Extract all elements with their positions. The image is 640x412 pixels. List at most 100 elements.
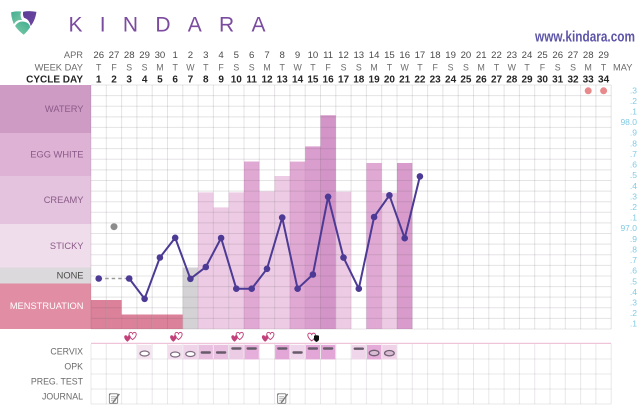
svg-text:8: 8 xyxy=(203,74,209,85)
svg-text:13: 13 xyxy=(353,50,364,61)
svg-text:T: T xyxy=(203,62,209,72)
svg-text:1: 1 xyxy=(96,74,102,85)
svg-text:12: 12 xyxy=(261,74,273,85)
svg-text:8: 8 xyxy=(280,50,285,61)
svg-text:10: 10 xyxy=(231,74,243,85)
svg-text:S: S xyxy=(249,62,255,72)
svg-text:11: 11 xyxy=(323,50,333,61)
svg-text:26: 26 xyxy=(93,50,104,61)
svg-text:1: 1 xyxy=(173,50,178,61)
svg-text:M: M xyxy=(478,62,485,72)
svg-text:22: 22 xyxy=(414,74,426,85)
svg-text:26: 26 xyxy=(476,74,488,85)
svg-text:14: 14 xyxy=(369,50,380,61)
svg-text:.7: .7 xyxy=(630,149,637,159)
svg-text:.6: .6 xyxy=(630,266,637,276)
svg-text:33: 33 xyxy=(583,74,595,85)
svg-text:32: 32 xyxy=(567,74,579,85)
svg-text:S: S xyxy=(356,62,362,72)
svg-text:20: 20 xyxy=(461,50,472,61)
svg-text:PREG. TEST: PREG. TEST xyxy=(31,377,84,387)
svg-text:CERVIX: CERVIX xyxy=(50,347,83,357)
svg-text:16: 16 xyxy=(399,50,410,61)
svg-text:2: 2 xyxy=(111,74,117,85)
svg-text:.1: .1 xyxy=(630,319,637,329)
svg-text:.9: .9 xyxy=(630,234,637,244)
svg-text:17: 17 xyxy=(338,74,350,85)
svg-text:.8: .8 xyxy=(630,138,637,148)
svg-text:.7: .7 xyxy=(630,255,637,265)
svg-text:20: 20 xyxy=(384,74,396,85)
svg-text:97.0: 97.0 xyxy=(620,223,637,233)
svg-text:.3: .3 xyxy=(630,191,637,201)
svg-text:15: 15 xyxy=(307,74,319,85)
svg-text:F: F xyxy=(540,62,546,72)
svg-text:98.0: 98.0 xyxy=(620,117,637,127)
svg-text:25: 25 xyxy=(460,74,472,85)
svg-text:28: 28 xyxy=(583,50,594,61)
svg-text:M: M xyxy=(263,62,270,72)
svg-text:JOURNAL: JOURNAL xyxy=(42,392,83,402)
svg-text:.8: .8 xyxy=(630,244,637,254)
svg-text:W: W xyxy=(401,62,410,72)
svg-text:S: S xyxy=(126,62,132,72)
svg-text:W: W xyxy=(508,62,517,72)
svg-text:F: F xyxy=(325,62,331,72)
svg-text:14: 14 xyxy=(292,74,304,85)
svg-text:28: 28 xyxy=(506,74,518,85)
svg-text:.2: .2 xyxy=(630,308,637,318)
svg-text:30: 30 xyxy=(537,74,549,85)
svg-text:18: 18 xyxy=(430,50,441,61)
svg-text:28: 28 xyxy=(124,50,135,61)
svg-text:.3: .3 xyxy=(630,85,637,95)
svg-text:T: T xyxy=(601,62,607,72)
svg-text:7: 7 xyxy=(188,74,194,85)
svg-text:S: S xyxy=(448,62,454,72)
svg-text:24: 24 xyxy=(522,50,533,61)
svg-text:22: 22 xyxy=(491,50,502,61)
svg-text:.6: .6 xyxy=(630,160,637,170)
svg-text:S: S xyxy=(142,62,148,72)
svg-text:T: T xyxy=(494,62,500,72)
svg-text:.3: .3 xyxy=(630,298,637,308)
svg-text:11: 11 xyxy=(246,74,257,85)
svg-text:F: F xyxy=(433,62,439,72)
svg-text:25: 25 xyxy=(537,50,548,61)
svg-text:16: 16 xyxy=(323,74,335,85)
svg-text:15: 15 xyxy=(384,50,395,61)
svg-text:CYCLE DAY: CYCLE DAY xyxy=(26,74,83,85)
svg-text:12: 12 xyxy=(338,50,349,61)
svg-text:9: 9 xyxy=(218,74,224,85)
svg-text:www.kindara.com: www.kindara.com xyxy=(534,29,635,45)
svg-text:5: 5 xyxy=(157,74,163,85)
svg-text:.5: .5 xyxy=(630,276,637,286)
svg-text:M: M xyxy=(156,62,163,72)
svg-text:WATERY: WATERY xyxy=(45,104,84,114)
svg-text:18: 18 xyxy=(353,74,365,85)
svg-text:29: 29 xyxy=(139,50,150,61)
svg-text:.9: .9 xyxy=(630,128,637,138)
svg-text:W: W xyxy=(293,62,302,72)
svg-text:T: T xyxy=(173,62,179,72)
svg-text:.2: .2 xyxy=(630,96,637,106)
svg-text:30: 30 xyxy=(155,50,166,61)
svg-text:23: 23 xyxy=(430,74,442,85)
svg-text:3: 3 xyxy=(126,74,132,85)
svg-text:7: 7 xyxy=(264,50,269,61)
svg-text:W: W xyxy=(186,62,195,72)
svg-text:T: T xyxy=(96,62,102,72)
svg-text:NONE: NONE xyxy=(57,271,84,281)
svg-text:10: 10 xyxy=(308,50,319,61)
svg-text:9: 9 xyxy=(295,50,300,61)
svg-text:S: S xyxy=(463,62,469,72)
svg-text:24: 24 xyxy=(445,74,457,85)
svg-text:13: 13 xyxy=(277,74,289,85)
svg-text:.5: .5 xyxy=(630,170,637,180)
svg-text:2: 2 xyxy=(188,50,193,61)
svg-text:F: F xyxy=(218,62,224,72)
svg-text:27: 27 xyxy=(568,50,579,61)
svg-text:M: M xyxy=(585,62,592,72)
svg-text:APR: APR xyxy=(64,50,83,60)
svg-text:27: 27 xyxy=(491,74,503,85)
svg-text:M: M xyxy=(370,62,377,72)
